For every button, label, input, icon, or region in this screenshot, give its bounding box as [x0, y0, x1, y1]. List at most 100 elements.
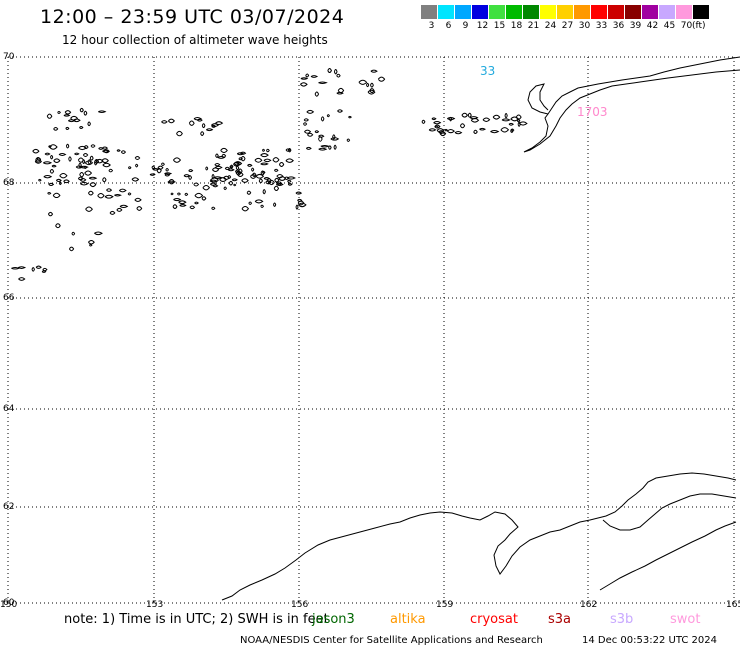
sea-ice-contour — [295, 204, 299, 210]
latitude-label: 60 — [3, 598, 15, 608]
sea-ice-contour — [461, 112, 469, 118]
sea-ice-contour — [238, 157, 243, 161]
sea-ice-contour — [78, 145, 87, 151]
sea-ice-contour — [78, 162, 82, 168]
sea-ice-contour — [229, 165, 233, 169]
legend-labels: (ft) 3 6 9 12 15 18 21 24 27 30 33 36 39 42 45 70 — [421, 21, 740, 33]
sea-ice-contour — [193, 117, 202, 121]
sea-ice-contour — [254, 157, 263, 163]
sea-ice-contour — [231, 178, 238, 182]
sea-ice-contour — [188, 120, 195, 126]
sea-ice-contour — [327, 67, 332, 74]
sea-ice-contour — [35, 157, 42, 163]
sea-ice-contour — [116, 149, 121, 152]
sea-ice-contour — [202, 185, 211, 191]
sea-ice-contour — [510, 116, 520, 122]
sea-ice-contour — [251, 167, 255, 172]
sea-ice-contour — [273, 202, 277, 207]
sea-ice-contour — [310, 75, 319, 78]
coastline-south — [221, 472, 737, 601]
sea-ice-contour — [43, 175, 53, 179]
sea-ice-contour — [211, 206, 216, 210]
sea-ice-contour — [79, 126, 84, 129]
sea-ice-contour — [433, 121, 442, 125]
sea-ice-contour — [102, 177, 107, 183]
sea-ice-contour — [314, 91, 320, 97]
sea-ice-contour — [102, 162, 111, 168]
sea-ice-contour — [116, 207, 123, 212]
satellite-cryosat: cryosat — [470, 612, 518, 627]
sea-ice-contour — [370, 82, 374, 88]
sea-ice-contour — [348, 115, 352, 119]
sea-ice-contour — [176, 192, 181, 196]
sea-ice-contour — [307, 132, 314, 137]
sea-ice-contour — [318, 134, 325, 138]
legend-swatch — [591, 5, 608, 19]
longitude-label: 162 — [580, 600, 598, 610]
sea-ice-contour — [55, 178, 62, 182]
sea-ice-contour — [173, 198, 182, 202]
sea-ice-contour — [223, 186, 227, 191]
legend-unit: (ft) — [692, 21, 706, 31]
sea-ice-contour — [254, 199, 264, 204]
sea-ice-contour — [223, 175, 230, 181]
sea-ice-contour — [367, 89, 376, 95]
sea-ice-contour — [89, 182, 97, 188]
legend-label: 36 — [612, 21, 625, 31]
sea-ice-contour — [93, 159, 98, 166]
sea-ice-contour — [500, 127, 510, 133]
sea-ice-contour — [101, 158, 109, 164]
coastline-south-bays — [599, 493, 737, 591]
sea-ice-contour — [274, 168, 279, 172]
sea-ice-contour — [59, 173, 68, 179]
sea-ice-contour — [228, 180, 234, 186]
wave-label-1703: 1703 — [577, 105, 608, 119]
sea-ice-contour — [435, 125, 439, 129]
sea-ice-contour — [68, 156, 72, 162]
sea-ice-contour — [336, 91, 344, 95]
sea-ice-contour — [98, 147, 104, 150]
sea-ice-contour — [287, 148, 292, 153]
sea-ice-contour — [106, 188, 113, 192]
sea-ice-contour — [63, 179, 70, 184]
sea-ice-contour — [224, 166, 230, 170]
sea-ice-contour — [276, 182, 284, 187]
sea-ice-contour — [473, 129, 478, 135]
legend-label: 15 — [493, 21, 506, 31]
sea-ice-contour — [246, 190, 252, 195]
sea-ice-contour — [314, 130, 320, 134]
sea-ice-contour — [101, 146, 109, 150]
legend-label: 18 — [510, 21, 523, 31]
longitude-label: 150 — [0, 600, 18, 610]
wave-label-33: 33 — [480, 64, 496, 78]
sea-ice-contour — [161, 120, 168, 124]
sea-ice-contour — [84, 160, 94, 166]
sea-ice-contour — [517, 121, 521, 127]
sea-ice-contour — [193, 182, 200, 187]
sea-ice-contour — [98, 110, 107, 114]
sea-ice-contour — [49, 144, 58, 150]
sea-ice-contour — [94, 231, 103, 236]
sea-ice-contour — [79, 165, 89, 169]
sea-ice-contour — [260, 204, 264, 208]
sea-ice-contour — [63, 114, 71, 117]
legend-label: 12 — [476, 21, 489, 31]
sea-ice-contour — [151, 165, 156, 170]
sea-ice-contour — [215, 153, 219, 158]
sea-ice-contour — [164, 172, 173, 175]
sea-ice-contour — [333, 144, 337, 150]
legend-swatch — [557, 5, 574, 19]
sea-ice-contour — [328, 145, 332, 150]
sea-ice-contour — [176, 130, 183, 137]
sea-ice-contour — [47, 191, 52, 195]
sea-ice-contour — [35, 265, 42, 269]
sea-ice-contour — [262, 189, 266, 195]
sea-ice-contour — [479, 127, 486, 131]
latitude-label: 66 — [3, 293, 15, 303]
sea-ice-contour — [261, 148, 266, 152]
sea-ice-contour — [135, 163, 139, 168]
sea-ice-contour — [510, 128, 515, 132]
sea-ice-contour — [65, 126, 70, 130]
satellite-s3b: s3b — [610, 612, 634, 627]
sea-ice-contour — [276, 174, 284, 179]
